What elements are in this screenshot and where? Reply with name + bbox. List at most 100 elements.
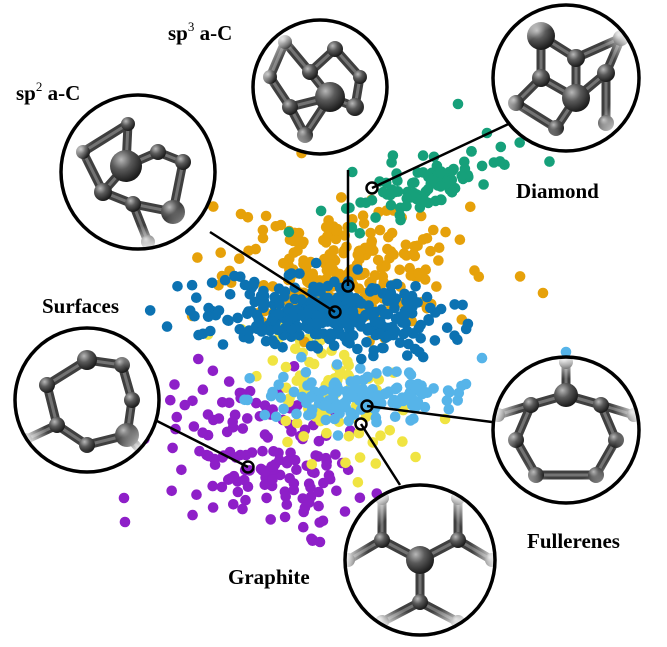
data-point — [429, 335, 441, 346]
data-point — [423, 314, 434, 325]
data-point — [298, 236, 309, 248]
data-point — [465, 201, 476, 213]
data-point — [369, 293, 381, 305]
data-point — [265, 514, 277, 525]
data-point — [278, 258, 289, 269]
data-point — [331, 485, 342, 497]
data-point — [328, 340, 340, 352]
data-point — [422, 184, 434, 195]
data-point — [215, 247, 226, 258]
data-point — [203, 302, 214, 314]
data-point — [283, 226, 295, 238]
data-point — [382, 243, 393, 255]
data-point — [452, 334, 463, 346]
data-point — [453, 387, 465, 399]
data-point — [208, 201, 219, 212]
data-point — [428, 224, 439, 236]
data-point — [494, 156, 506, 167]
label-surfaces: Surfaces — [42, 294, 119, 318]
data-point — [176, 464, 187, 476]
data-point — [514, 271, 526, 282]
data-point — [273, 308, 285, 320]
data-point — [217, 339, 229, 350]
data-point — [466, 146, 477, 157]
data-point — [227, 416, 238, 428]
data-point — [419, 196, 431, 208]
data-point — [292, 400, 303, 411]
data-point — [384, 425, 396, 436]
data-point — [293, 227, 305, 239]
data-point — [321, 460, 332, 471]
data-point — [365, 245, 377, 256]
data-point — [169, 379, 180, 390]
data-point — [224, 446, 236, 458]
data-point — [401, 193, 413, 204]
data-point — [239, 394, 250, 406]
data-point — [118, 492, 130, 504]
data-point — [288, 386, 300, 398]
data-point — [372, 254, 384, 266]
data-point — [207, 480, 218, 492]
data-point — [339, 506, 351, 517]
data-point — [419, 401, 431, 413]
data-point — [172, 281, 183, 292]
data-point — [320, 221, 332, 233]
data-point — [441, 395, 453, 406]
data-point — [315, 205, 327, 217]
data-point — [378, 342, 389, 354]
data-point — [440, 226, 451, 238]
carbon-ring-icon — [13, 326, 161, 474]
point-cluster-fullerenes — [239, 351, 488, 441]
data-point — [443, 404, 455, 415]
data-point — [412, 167, 424, 178]
data-point — [258, 290, 270, 302]
data-point — [308, 281, 319, 293]
data-point — [205, 325, 216, 337]
data-point — [385, 189, 396, 201]
data-point — [267, 474, 278, 485]
marker-surfaces — [241, 460, 255, 474]
data-point — [358, 218, 370, 229]
data-point — [167, 442, 178, 454]
data-point — [352, 343, 363, 355]
data-point — [191, 292, 202, 304]
data-point — [302, 380, 313, 391]
data-point — [292, 245, 303, 257]
data-point — [187, 395, 198, 407]
data-point — [401, 200, 412, 212]
data-point — [454, 234, 466, 245]
data-point — [207, 365, 219, 377]
data-point — [338, 247, 350, 259]
data-point — [267, 335, 278, 346]
structure-insets — [13, 3, 641, 637]
data-point — [476, 352, 488, 364]
data-point — [239, 279, 251, 291]
data-point — [279, 291, 290, 302]
data-point — [161, 321, 173, 332]
data-point — [188, 421, 200, 432]
data-point — [402, 350, 413, 361]
data-point — [197, 384, 209, 396]
data-point — [391, 366, 402, 378]
data-point — [433, 255, 444, 266]
data-point — [295, 294, 307, 305]
data-point — [307, 534, 319, 546]
data-point — [456, 170, 468, 182]
data-point — [319, 400, 330, 411]
data-point — [341, 336, 353, 347]
data-point — [355, 363, 366, 374]
data-point — [187, 509, 198, 521]
data-point — [256, 326, 268, 337]
data-point — [192, 252, 203, 263]
data-point — [288, 361, 300, 372]
data-point — [242, 308, 253, 320]
data-point — [209, 453, 220, 465]
data-point — [476, 160, 488, 172]
data-point — [366, 195, 378, 206]
data-point — [304, 356, 315, 368]
data-point — [419, 274, 431, 285]
data-point — [436, 194, 447, 206]
data-point — [186, 279, 198, 291]
data-point — [452, 98, 464, 110]
